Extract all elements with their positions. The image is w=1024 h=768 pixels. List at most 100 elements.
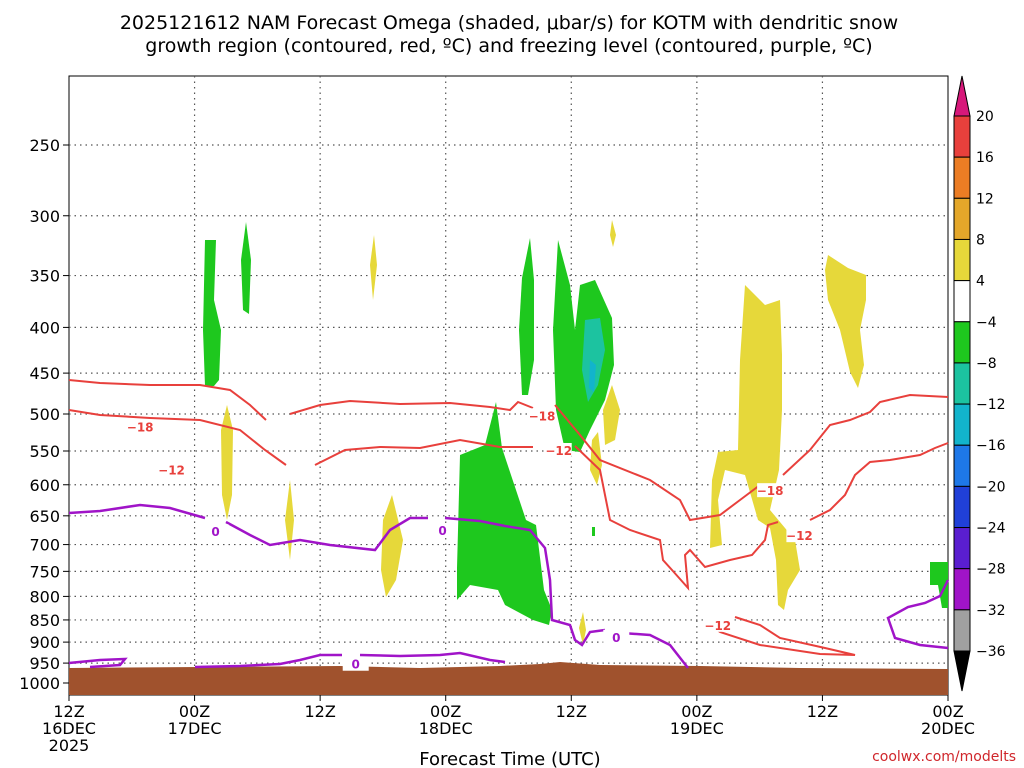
colorbar-label: −32 bbox=[976, 603, 1006, 619]
freezing-contour-label: 0 bbox=[612, 631, 620, 645]
y-tick-label: 550 bbox=[29, 442, 60, 461]
colorbar-bin bbox=[953, 362, 971, 405]
dgz-contour-label-bg bbox=[545, 442, 572, 457]
colorbar-bin bbox=[953, 197, 971, 240]
freezing-contour-g bbox=[359, 651, 506, 664]
colorbar-bin bbox=[953, 485, 971, 529]
omega-region-positive-1 bbox=[221, 405, 233, 520]
freezing-contour-label: 0 bbox=[438, 524, 446, 538]
dgz-minus12-contour-b bbox=[314, 438, 533, 466]
colorbar-bin bbox=[953, 156, 971, 199]
freezing-contour-h bbox=[886, 579, 950, 650]
omega-region-positive-6 bbox=[610, 220, 616, 247]
x-tick-label: 18DEC bbox=[419, 719, 473, 738]
y-tick-label: 800 bbox=[29, 587, 60, 606]
omega-region-negative-3 bbox=[457, 402, 552, 625]
colorbar-bin bbox=[953, 527, 971, 570]
x-tick-label: 12Z bbox=[556, 702, 587, 721]
freezing-contour-a bbox=[68, 503, 206, 520]
chart-title-line-1: 2025121612 NAM Forecast Omega (shaded, μ… bbox=[120, 12, 898, 34]
dgz-minus18-contour-b bbox=[289, 399, 534, 415]
x-tick-label: 20DEC bbox=[921, 719, 975, 738]
credit-text: coolwx.com/modelts bbox=[872, 749, 1016, 765]
freezing-level-contours bbox=[68, 503, 950, 669]
dgz-contour-label-bg bbox=[786, 528, 813, 543]
dgz-contour-label: −12 bbox=[545, 444, 572, 458]
colorbar-label: −8 bbox=[976, 356, 997, 372]
dgz-contour-label: −18 bbox=[529, 409, 556, 423]
y-tick-label: 600 bbox=[29, 476, 60, 495]
colorbar-bin bbox=[953, 444, 971, 487]
contour-labels: −18 −12 −18 −12 −18 −12 −12 0 0 0 0 bbox=[127, 408, 813, 672]
x-tick-label: 00Z bbox=[430, 702, 461, 721]
colorbar-label: −24 bbox=[976, 521, 1006, 537]
y-tick-label: 300 bbox=[29, 207, 60, 226]
y-tick-label: 750 bbox=[29, 562, 60, 581]
y-tick-label: 500 bbox=[29, 405, 60, 424]
dgz-minus18-contour-c bbox=[554, 404, 761, 522]
x-tick-label: 19DEC bbox=[670, 719, 724, 738]
y-tick-label: 400 bbox=[29, 318, 60, 337]
y-tick-label: 1000 bbox=[19, 674, 60, 693]
x-axis-label: Forecast Time (UTC) bbox=[419, 749, 600, 768]
dgz-minus18-contour-d bbox=[782, 393, 949, 476]
dgz-minus12-contour-a bbox=[68, 409, 287, 466]
freezing-contour-f bbox=[194, 653, 342, 669]
omega-colorbar: 20 16 12 8 4 −4 −8 −12 −16 −20 −24 −28 −32 −36 bbox=[953, 75, 1006, 692]
freezing-contour-label: 0 bbox=[352, 658, 360, 672]
freezing-contour-label-bg bbox=[603, 629, 630, 644]
dgz-contour-label-bg bbox=[757, 483, 784, 498]
x-tick-label: 2025 bbox=[49, 736, 90, 755]
colorbar-bin bbox=[953, 568, 971, 611]
colorbar-label: 16 bbox=[976, 150, 994, 166]
freezing-contour-label-bg bbox=[429, 523, 456, 538]
dgz-minus12-contour-e bbox=[705, 616, 856, 656]
colorbar-bin bbox=[953, 238, 971, 282]
ground-surface bbox=[69, 662, 948, 695]
dgz-contour-label: −12 bbox=[786, 529, 813, 543]
dgz-contour-label-bg bbox=[127, 419, 154, 434]
y-tick-label: 700 bbox=[29, 536, 60, 555]
pressure-axis: 250 300 350 400 450 500 550 600 650 700 750 800 850 9… bbox=[19, 136, 69, 693]
colorbar-bin bbox=[953, 609, 971, 652]
dgz-contour-label-bg bbox=[158, 462, 185, 477]
dgz-minus12-contour-c bbox=[574, 445, 779, 591]
omega-region-negative-2 bbox=[241, 222, 251, 314]
colorbar-bin bbox=[953, 403, 971, 446]
omega-region-negative-1 bbox=[203, 240, 221, 386]
omega-region-negative-4 bbox=[519, 238, 534, 395]
dgz-contour-label: −12 bbox=[158, 463, 185, 477]
freezing-contour-c bbox=[444, 516, 606, 647]
omega-region-positive-3 bbox=[370, 235, 377, 300]
y-tick-label: 250 bbox=[29, 136, 60, 155]
y-tick-label: 650 bbox=[29, 507, 60, 526]
colorbar-label: −16 bbox=[976, 438, 1006, 454]
omega-region-negative-9 bbox=[592, 527, 595, 536]
y-tick-label: 850 bbox=[29, 611, 60, 630]
y-tick-label: 450 bbox=[29, 364, 60, 383]
omega-region-positive-9 bbox=[710, 285, 800, 610]
colorbar-label: −20 bbox=[976, 479, 1006, 495]
omega-region-negative-6 bbox=[582, 318, 605, 402]
omega-region-positive-2 bbox=[285, 480, 294, 560]
colorbar-bin bbox=[953, 650, 971, 692]
x-tick-label: 12Z bbox=[304, 702, 335, 721]
x-tick-label: 00Z bbox=[681, 702, 712, 721]
colorbar-label: −28 bbox=[976, 562, 1006, 578]
colorbar-label: 20 bbox=[976, 109, 994, 125]
y-tick-label: 900 bbox=[29, 633, 60, 652]
freezing-contour-e bbox=[68, 657, 128, 669]
dgz-minus18-contour-a bbox=[68, 379, 267, 421]
omega-shading bbox=[203, 220, 948, 645]
colorbar-bin bbox=[953, 321, 971, 364]
dgz-minus12-contour-d bbox=[809, 442, 949, 521]
colorbar-label: 4 bbox=[976, 274, 985, 290]
omega-region-negative-7 bbox=[589, 360, 596, 392]
x-tick-label: 00Z bbox=[179, 702, 210, 721]
omega-region-positive-7 bbox=[590, 432, 602, 485]
colorbar-label: −12 bbox=[976, 397, 1006, 413]
omega-region-positive-5 bbox=[603, 385, 620, 445]
x-tick-label: 12Z bbox=[53, 702, 84, 721]
